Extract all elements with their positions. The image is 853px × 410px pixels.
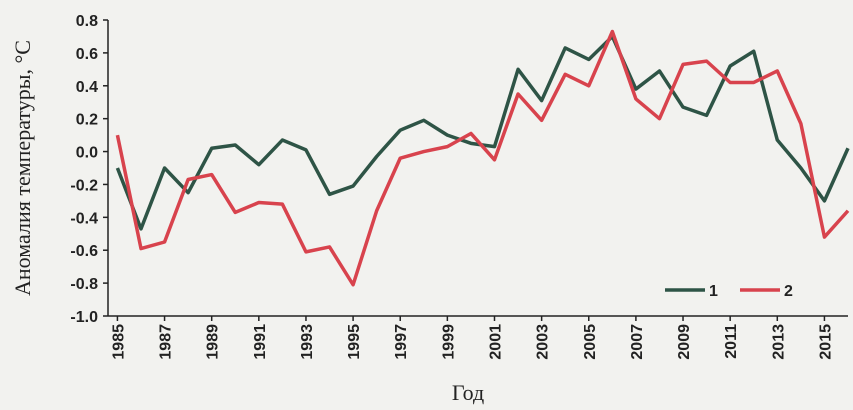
legend-label: 1 [709, 283, 718, 300]
x-tick-label: 2005 [582, 324, 599, 360]
legend-label: 2 [784, 283, 793, 300]
x-tick-label: 2013 [770, 324, 787, 360]
x-tick-label: 2007 [629, 324, 646, 360]
x-tick-label: 2009 [676, 324, 693, 360]
x-tick-label: 1993 [299, 324, 316, 360]
y-tick-label: 0.0 [76, 145, 98, 162]
y-tick-label: -0.2 [70, 177, 98, 194]
y-tick-label: -0.6 [70, 243, 98, 260]
y-tick-label: 0.4 [76, 79, 98, 96]
x-tick-label: 2011 [723, 324, 740, 359]
x-tick-label: 2001 [487, 324, 504, 360]
y-tick-label: 0.6 [76, 46, 98, 63]
y-axis-label: Аномалия температуры, °C [10, 40, 35, 296]
series-line [115, 29, 850, 287]
y-tick-label: 0.8 [76, 13, 98, 30]
y-tick-label: -0.4 [70, 210, 98, 227]
x-tick-label: 1991 [252, 324, 269, 360]
y-tick-label: 0.2 [76, 112, 98, 129]
x-tick-label: 1989 [205, 324, 222, 360]
x-tick-label: 1985 [110, 324, 127, 360]
x-axis-label: Год [452, 380, 484, 405]
x-tick-label: 2015 [817, 324, 834, 360]
y-tick-label: -1.0 [70, 309, 98, 326]
x-tick-label: 1999 [440, 324, 457, 360]
x-tick-label: 1997 [393, 324, 410, 360]
x-tick-label: 1995 [346, 324, 363, 360]
y-tick-label: -0.8 [70, 276, 98, 293]
x-tick-label: 1987 [158, 324, 175, 360]
x-tick-label: 2003 [535, 324, 552, 360]
